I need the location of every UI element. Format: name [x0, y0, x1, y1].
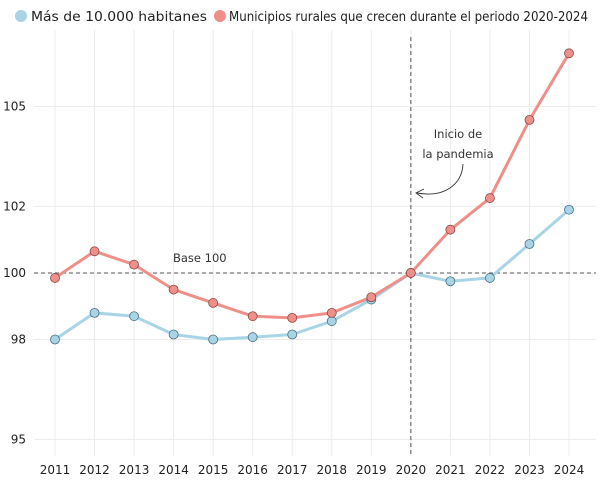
pandemic-arrowhead	[415, 188, 425, 199]
data-point	[485, 273, 495, 283]
legend-label-1: Más de 10.000 habitanes	[31, 10, 207, 25]
x-tick-label: 2012	[79, 463, 110, 477]
x-tick-label: 2020	[396, 463, 427, 477]
series-lines	[54, 52, 571, 341]
data-point	[89, 307, 100, 318]
data-point	[247, 332, 258, 343]
pandemic-arrow	[416, 163, 464, 195]
data-point	[445, 276, 456, 287]
data-point	[50, 334, 60, 345]
data-point	[129, 259, 139, 270]
legend-swatch-2	[214, 10, 226, 22]
annotations: Base 100 Inicio de la pandemia	[173, 127, 494, 265]
data-point	[89, 246, 100, 257]
baseline-label: Base 100	[173, 251, 227, 265]
data-point	[524, 239, 535, 249]
x-tick-label: 2011	[40, 463, 71, 477]
pandemic-label-line1: Inicio de	[434, 127, 482, 141]
data-point	[247, 311, 258, 322]
data-point	[445, 224, 456, 235]
data-point	[168, 284, 179, 295]
x-tick-label: 2023	[514, 463, 545, 477]
data-point	[485, 193, 495, 203]
data-point	[564, 204, 574, 215]
reference-lines	[34, 37, 596, 456]
data-point	[405, 268, 416, 278]
data-point	[287, 329, 298, 340]
series-points	[50, 48, 574, 345]
y-tick-label: 105	[3, 100, 26, 114]
data-point	[129, 311, 139, 322]
x-tick-label: 2014	[158, 463, 189, 477]
data-point	[326, 316, 337, 327]
data-point	[208, 298, 219, 308]
data-point	[208, 334, 219, 345]
x-tick-label: 2022	[475, 463, 506, 477]
data-point	[168, 329, 179, 340]
x-tick-label: 2016	[237, 463, 268, 477]
grid	[34, 30, 596, 456]
data-point	[326, 307, 337, 318]
pandemic-label-line2: la pandemia	[422, 147, 493, 161]
y-tick-label: 100	[3, 266, 26, 280]
data-point	[366, 292, 377, 303]
x-tick-label: 2021	[435, 463, 466, 477]
y-tick-label: 98	[11, 333, 26, 347]
x-tick-label: 2024	[554, 463, 585, 477]
data-point	[287, 312, 298, 323]
axes: 95 98 100 102 105 2011 2012 2013 2014 2015 2016 201…	[3, 100, 584, 477]
legend-swatch-1	[15, 10, 27, 22]
y-tick-label: 102	[3, 199, 26, 213]
series-line-2	[54, 52, 571, 320]
y-tick-label: 95	[11, 432, 26, 446]
data-point	[564, 48, 574, 59]
x-tick-label: 2018	[316, 463, 347, 477]
legend-label-2: Municipios rurales que crecen durante el…	[229, 10, 588, 25]
data-point	[524, 114, 535, 125]
series-line-1	[54, 208, 570, 341]
legend: Más de 10.000 habitanes Municipios rurale…	[15, 10, 588, 25]
data-point	[50, 273, 60, 283]
x-tick-label: 2017	[277, 463, 308, 477]
x-tick-label: 2013	[119, 463, 150, 477]
x-tick-label: 2019	[356, 463, 387, 477]
x-tick-label: 2015	[198, 463, 229, 477]
